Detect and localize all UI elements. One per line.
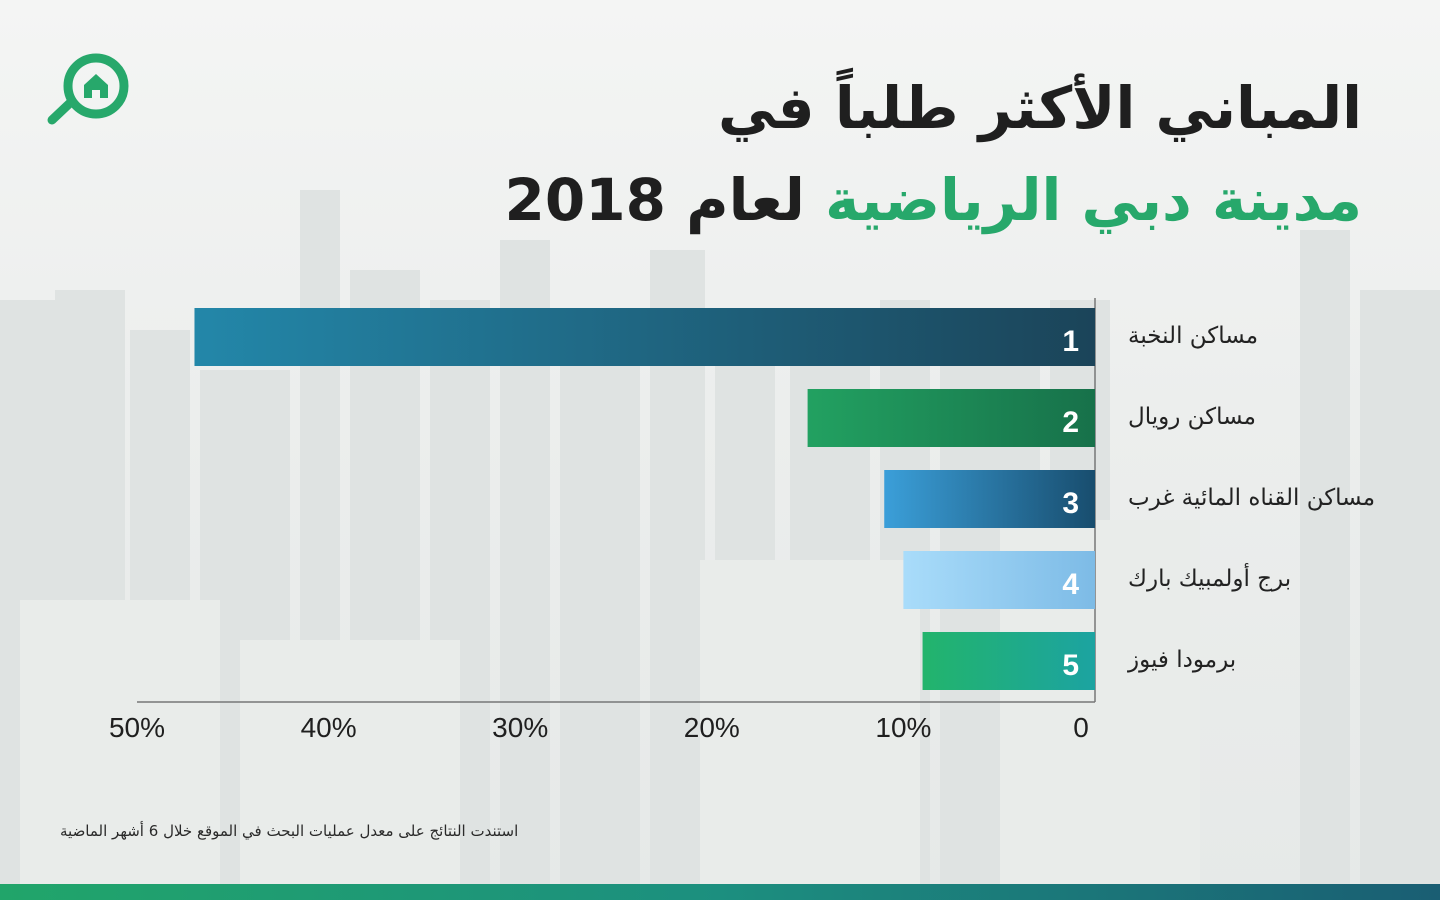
category-label: مساكن القناه المائية غرب: [1128, 485, 1375, 511]
title-line-2-rest: لعام 2018: [504, 166, 805, 234]
bar-4: [903, 551, 1095, 609]
bar-3: [884, 470, 1095, 528]
page-title: المباني الأكثر طلباً في مدينة دبي الرياض…: [262, 62, 1362, 246]
x-tick-label: 30%: [492, 712, 548, 743]
footnote: استندت النتائج على معدل عمليات البحث في …: [60, 822, 519, 840]
x-tick-label: 0: [1073, 712, 1089, 743]
x-tick-label: 10%: [875, 712, 931, 743]
x-tick-label: 50%: [109, 712, 165, 743]
category-label: مساكن رويال: [1128, 404, 1256, 430]
title-line-1: المباني الأكثر طلباً في: [717, 74, 1362, 142]
bar-rank-label: 2: [1062, 406, 1079, 439]
x-tick-label: 40%: [301, 712, 357, 743]
bar-rank-label: 5: [1062, 649, 1079, 682]
x-tick-label: 20%: [684, 712, 740, 743]
bottom-accent-bar: [0, 884, 1440, 900]
bar-rank-label: 4: [1062, 568, 1079, 601]
category-label: مساكن النخبة: [1128, 323, 1258, 349]
bar-rank-label: 1: [1062, 325, 1079, 358]
bar-rank-label: 3: [1062, 487, 1079, 520]
bar-5: [922, 632, 1095, 690]
category-label: برج أولمبيك بارك: [1128, 563, 1291, 592]
category-label: برمودا فيوز: [1127, 647, 1236, 673]
bar-2: [807, 389, 1095, 447]
title-highlight: مدينة دبي الرياضية: [825, 166, 1362, 234]
house-magnifier-icon: [47, 53, 129, 125]
bar-1: [194, 308, 1096, 366]
